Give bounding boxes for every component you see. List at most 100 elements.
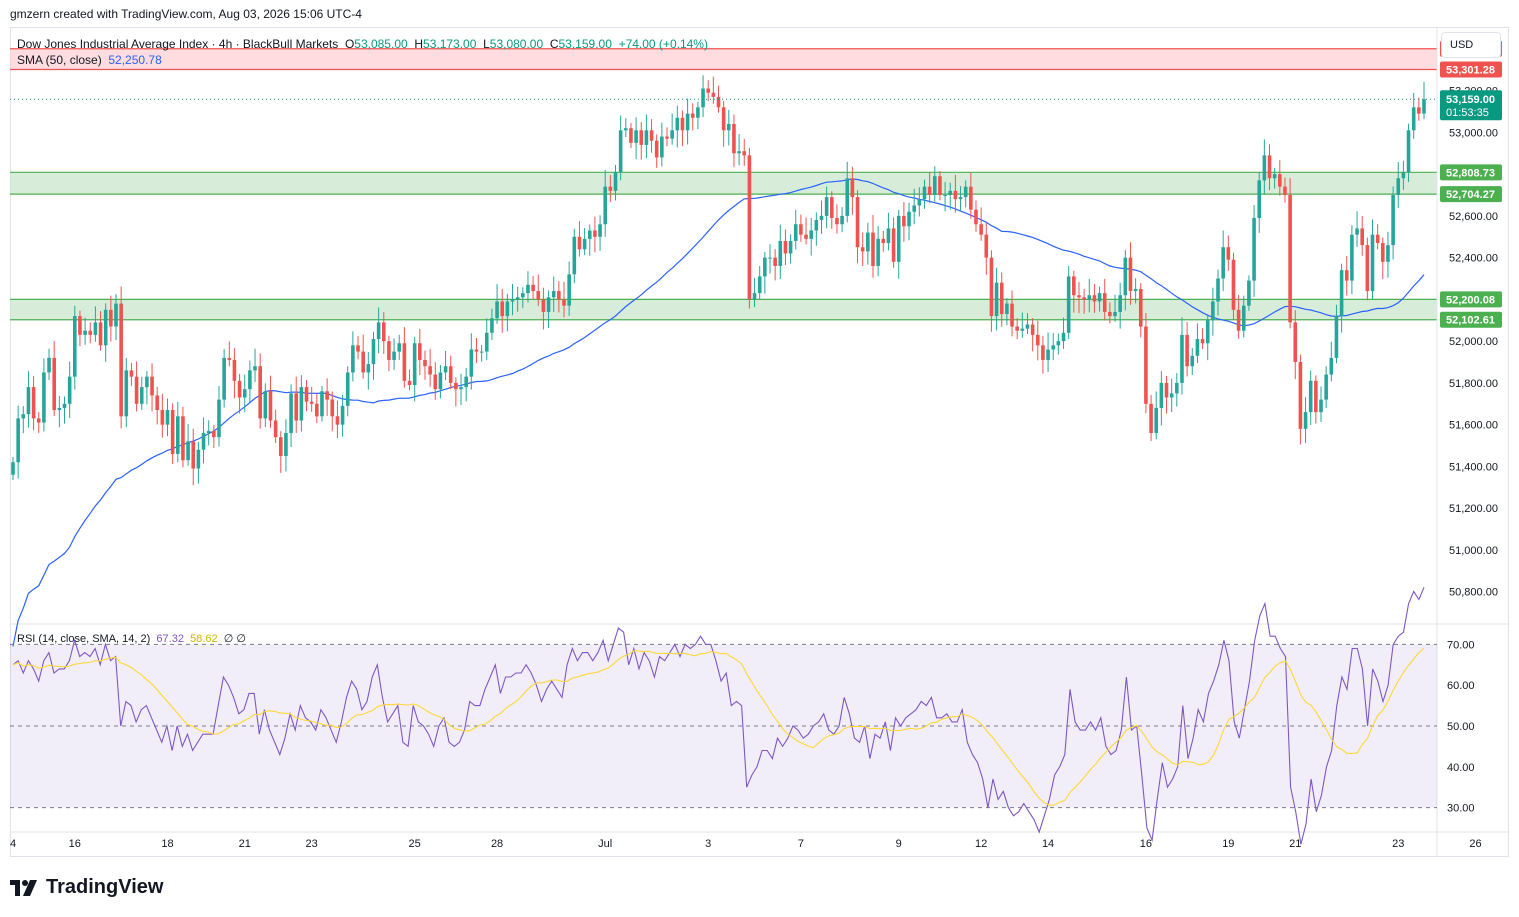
candle: [1056, 333, 1061, 355]
candle-body: [505, 301, 510, 317]
candle-body: [315, 403, 319, 417]
candle: [510, 283, 515, 316]
candle-body: [943, 195, 947, 197]
candle: [381, 312, 386, 354]
candle: [1169, 378, 1174, 413]
candle-body: [1077, 295, 1081, 298]
candle: [263, 383, 268, 428]
candle-body: [114, 303, 118, 327]
zone-support-2: [10, 299, 1437, 320]
candle-body: [1221, 247, 1225, 279]
candle: [1386, 231, 1390, 278]
candle: [1133, 278, 1138, 304]
time-tick-label: 19: [1222, 838, 1234, 850]
candle-body: [1020, 328, 1025, 331]
candle: [814, 212, 819, 246]
price-tick-label: 50,800.00: [1449, 587, 1498, 599]
candle-body: [763, 257, 767, 277]
candle-body: [443, 366, 448, 373]
candle: [860, 232, 865, 266]
candle-body: [649, 130, 654, 141]
candle-body: [737, 151, 741, 154]
candle-body: [819, 215, 824, 221]
candle: [1241, 295, 1246, 338]
candle: [649, 119, 654, 153]
candle-body: [402, 343, 407, 381]
candle: [932, 166, 937, 202]
high-value: 53,173.00: [423, 37, 477, 51]
time-tick-label: 25: [409, 838, 421, 850]
candle: [1298, 354, 1303, 445]
candle: [320, 386, 324, 422]
candle: [67, 361, 72, 418]
candle: [536, 274, 541, 306]
candle: [278, 431, 283, 473]
currency-button[interactable]: USD: [1441, 32, 1501, 58]
candle: [639, 122, 644, 160]
candle-body: [227, 357, 232, 360]
candle: [752, 277, 757, 308]
candle-body: [1314, 380, 1318, 413]
candle-body: [1200, 339, 1205, 344]
candle-body: [242, 389, 247, 398]
candle-body: [629, 128, 633, 143]
candle-body: [711, 92, 716, 97]
candle-body: [768, 257, 772, 259]
rsi-sma-value: 58.62: [190, 633, 218, 645]
candle: [438, 364, 443, 399]
candle-body: [222, 357, 226, 400]
candle-body: [1185, 334, 1189, 367]
candle-body: [484, 332, 489, 352]
candle: [412, 336, 417, 402]
candle: [124, 358, 129, 427]
candle: [1020, 312, 1025, 338]
rsi-tick-label: 40.00: [1447, 762, 1475, 774]
candle: [1211, 287, 1215, 336]
candle-body: [922, 186, 927, 200]
candle-body: [793, 224, 798, 241]
candle-body: [57, 407, 62, 411]
candle: [1185, 322, 1189, 377]
candle-body: [52, 357, 56, 411]
candle-body: [1097, 293, 1102, 302]
candle-body: [593, 230, 597, 237]
candle-body: [335, 416, 340, 425]
zone-low-tag-0-text: 53,301.28: [1446, 64, 1495, 76]
zone-low-tag-0-bg: [1440, 61, 1502, 78]
close-value: 53,159.00: [558, 37, 612, 51]
candle: [886, 212, 891, 251]
candle: [773, 249, 777, 281]
candle: [778, 224, 783, 279]
candle: [629, 122, 633, 149]
candle: [196, 441, 201, 484]
candle: [912, 188, 916, 225]
zone-low-tag-1: 52,704.27: [1440, 186, 1502, 203]
candle: [397, 334, 402, 360]
candle: [16, 405, 20, 479]
candle-body: [309, 401, 314, 404]
candle-body: [31, 387, 36, 419]
candle: [1370, 219, 1375, 299]
candles: [11, 75, 1426, 486]
candle-body: [392, 351, 396, 360]
candle-body: [1339, 270, 1344, 317]
candle-body: [237, 380, 242, 398]
candle: [170, 403, 175, 464]
candle-body: [330, 399, 335, 417]
candle-body: [979, 224, 983, 235]
tradingview-logo: TradingView: [10, 876, 163, 899]
candle: [232, 348, 237, 399]
candle-body: [1262, 155, 1267, 181]
candle: [1221, 230, 1225, 292]
candle: [78, 310, 82, 347]
candle: [1092, 283, 1097, 313]
candle: [407, 369, 412, 391]
candle: [57, 395, 62, 428]
candle: [706, 80, 711, 102]
candle-body: [1283, 186, 1287, 196]
candle-body: [1401, 172, 1406, 179]
candle: [1205, 314, 1210, 361]
candle-body: [1406, 130, 1411, 173]
symbol-label: Dow Jones Industrial Average Index · 4h …: [17, 37, 339, 51]
